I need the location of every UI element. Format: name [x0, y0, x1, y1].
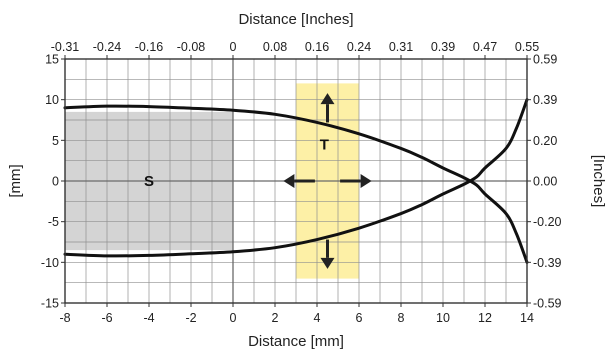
arrow-head-4 [360, 174, 372, 188]
x-tick-label: 2 [272, 311, 279, 325]
direction-arrows [283, 93, 372, 269]
x2-tick-label: 0.47 [473, 40, 497, 54]
x-tick-label: -6 [101, 311, 112, 325]
x2-tick-label: -0.31 [51, 40, 80, 54]
x-tick-label: 12 [478, 311, 492, 325]
y-tick-label: -5 [48, 215, 59, 229]
x-tick-label: -8 [59, 311, 70, 325]
y2-tick-label: 0.39 [533, 93, 557, 107]
y2-tick-label: -0.39 [533, 256, 562, 270]
y-tick-label: 5 [52, 134, 59, 148]
x-tick-label: 4 [314, 311, 321, 325]
series-lines [63, 98, 529, 264]
x-tick-label: -2 [185, 311, 196, 325]
y2-tick-label: -0.20 [533, 215, 562, 229]
x2-tick-label: 0.39 [431, 40, 455, 54]
x2-tick-label: 0.16 [305, 40, 329, 54]
y2-tick-label: 0.59 [533, 53, 557, 67]
x-tick-label: 0 [230, 311, 237, 325]
x-tick-label: -4 [143, 311, 154, 325]
y2-axis-label: [Inches] [590, 155, 607, 208]
series-line-1 [63, 104, 529, 264]
arrow-head-2 [320, 257, 335, 269]
y2-tick-label: 0.00 [533, 175, 557, 189]
x2-tick-label: -0.16 [135, 40, 164, 54]
x2-axis-label: Distance [Inches] [238, 11, 353, 28]
x2-tick-label: -0.08 [177, 40, 206, 54]
tick-labels: -8 -0.31 -6 -0.24 -4 -0.16 -2 -0.08 0 0 2 0.08 4 0.16… [41, 40, 562, 325]
x-tick-label: 8 [398, 311, 405, 325]
y-tick-label: -15 [41, 297, 59, 311]
region-label-s: S [144, 173, 154, 190]
y-tick-label: -10 [41, 256, 59, 270]
series-line-2 [63, 98, 529, 258]
x2-tick-label: -0.24 [93, 40, 122, 54]
y-axis-label: [mm] [7, 164, 24, 197]
x-tick-label: 10 [436, 311, 450, 325]
y2-tick-label: 0.20 [533, 134, 557, 148]
x-axis-label: Distance [mm] [248, 333, 344, 350]
y-tick-label: 15 [45, 53, 59, 67]
y-tick-label: 0 [52, 175, 59, 189]
x2-tick-label: 0 [230, 40, 237, 54]
y-tick-label: 10 [45, 93, 59, 107]
x-tick-label: 14 [520, 311, 534, 325]
arrow-head-1 [320, 93, 335, 105]
x2-tick-label: 0.55 [515, 40, 539, 54]
arrow-head-3 [283, 174, 295, 188]
x2-tick-label: 0.24 [347, 40, 371, 54]
grid [65, 59, 527, 303]
x2-tick-label: 0.08 [263, 40, 287, 54]
y2-tick-label: -0.59 [533, 297, 562, 311]
x-tick-label: 6 [356, 311, 363, 325]
region-label-t: T [320, 136, 329, 153]
x2-tick-label: 0.31 [389, 40, 413, 54]
